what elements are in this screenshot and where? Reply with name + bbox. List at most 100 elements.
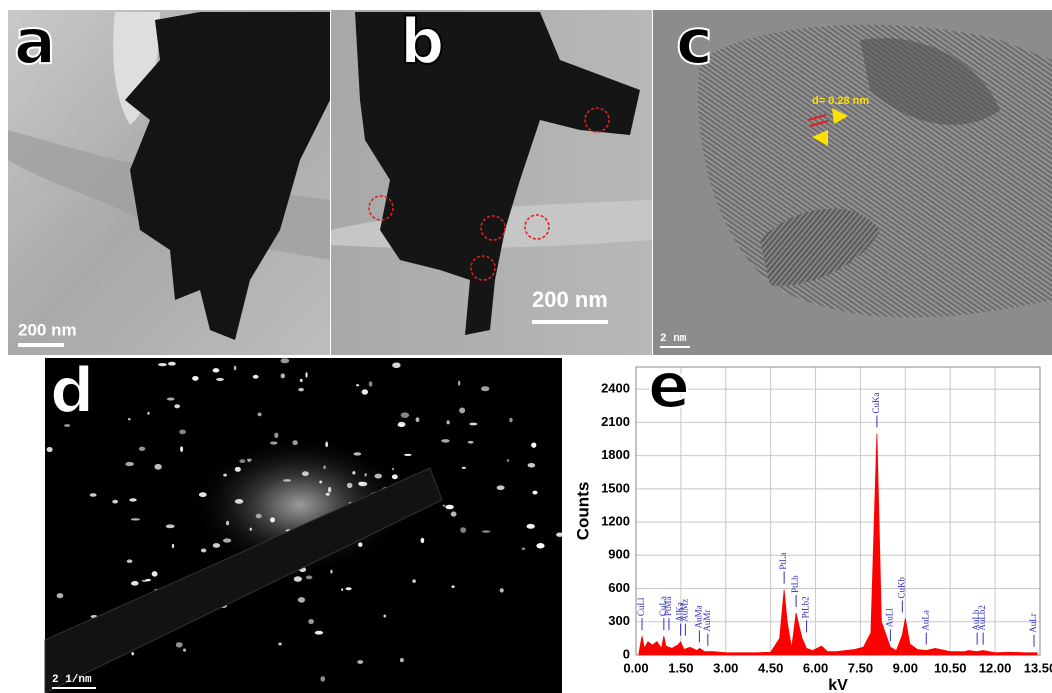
diffraction-spot [326,493,330,496]
peak-label: AuMz [679,599,689,622]
diffraction-spot [358,482,367,486]
diffraction-spot [328,487,331,493]
diffraction-spot [131,581,139,586]
diffraction-spot [294,576,302,581]
panel-c: d= 0.28 nm c 2 nm [653,5,1052,355]
panel-label: d [50,354,94,427]
y-tick-label: 1200 [601,514,630,529]
diffraction-spot [278,643,282,646]
diffraction-spot [213,543,220,548]
peak-label: PtMa [663,597,673,617]
scale-label: 2 1/nm [52,674,92,686]
y-tick-label: 2100 [601,414,630,429]
x-tick-label: 9.00 [893,660,918,675]
peak-label: PtLa [778,553,788,570]
diffraction-spot [305,372,307,377]
diffraction-spot [375,474,382,479]
diffraction-spot [127,559,133,563]
diffraction-spot [250,528,252,531]
diffraction-spot [147,412,149,415]
diffraction-spot [247,459,252,461]
diffraction-spot [531,442,536,447]
diffraction-spot [152,571,158,577]
diffraction-spot [341,588,343,591]
diffraction-spot [353,452,361,455]
diffraction-spot [306,576,313,580]
diffraction-spot [441,439,449,442]
diffraction-spot [500,588,504,592]
diffraction-spot [446,420,449,424]
peak-label: CuLl [636,597,646,616]
chart-background [575,362,1052,693]
diffraction-spot [192,376,198,381]
diffraction-spot [281,373,285,378]
y-tick-label: 600 [608,580,630,595]
diffraction-spot [128,418,131,420]
peak-label: CuKb [896,576,906,598]
diffraction-spot [270,517,275,522]
diffraction-spot [400,658,404,662]
diffraction-spot [458,381,460,386]
x-tick-label: 10.50 [934,660,967,675]
diffraction-spot [216,378,224,381]
scale-label: 200 nm [532,287,608,312]
diffraction-spot [443,505,446,507]
diffraction-spot [320,676,325,682]
diffraction-spot [392,362,400,368]
diffraction-spot [292,440,297,445]
peak-label: PtLb [790,575,800,593]
diffraction-spot [540,545,543,547]
diffraction-spot [522,547,526,550]
y-tick-label: 1500 [601,480,630,495]
diffraction-spot [142,580,148,582]
x-tick-label: 7.50 [848,660,873,675]
diffraction-spot [509,418,512,423]
diffraction-spot [270,441,277,444]
diffraction-spot [139,447,145,451]
figure: a 200 nm b 200 nm d= 0.28 nm c 2 nm [0,0,1052,693]
diffraction-spot [125,462,134,466]
y-axis-label: Counts [573,482,592,541]
scale-label: 200 nm [18,320,77,339]
panel-b: b 200 nm [331,5,652,355]
panel-label: b [400,5,444,78]
diffraction-spot [315,631,323,635]
panel-label: c [676,5,713,78]
diffraction-spot [154,464,161,470]
diffraction-spot [497,485,505,490]
diffraction-spot [234,366,236,371]
diffraction-spot [112,500,118,504]
diffraction-spot [179,429,186,434]
diffraction-spot [412,579,416,582]
diffraction-spot [308,619,314,624]
diffraction-spot [239,459,245,463]
diffraction-spot [298,388,304,392]
diffraction-spot [526,524,534,529]
diffraction-spot [528,463,536,468]
diffraction-spot [462,467,466,469]
peak-label: AuMr [702,610,712,632]
panel-label: e [648,349,690,422]
diffraction-spot [201,549,206,553]
diffraction-spot [131,652,134,655]
diffraction-spot [482,530,491,532]
diffraction-spot [358,542,362,547]
diffraction-spot [226,521,229,526]
y-tick-label: 0 [623,646,630,661]
diffraction-spot [47,447,53,452]
diffraction-spot [469,423,477,426]
diffraction-spot [397,424,404,426]
diffraction-spot [451,585,454,588]
diffraction-spot [325,442,328,448]
diffraction-spot [330,570,332,574]
y-tick-label: 300 [608,613,630,628]
diffraction-spot [556,532,563,536]
diffraction-spot [223,538,231,542]
d-spacing-label: d= 0.28 nm [812,95,869,107]
diffraction-spot [183,649,186,652]
x-tick-label: 4.50 [758,660,783,675]
diffraction-spot [300,379,303,382]
diffraction-spot [180,446,183,452]
diffraction-spot [256,514,262,519]
diffraction-spot [283,479,291,482]
